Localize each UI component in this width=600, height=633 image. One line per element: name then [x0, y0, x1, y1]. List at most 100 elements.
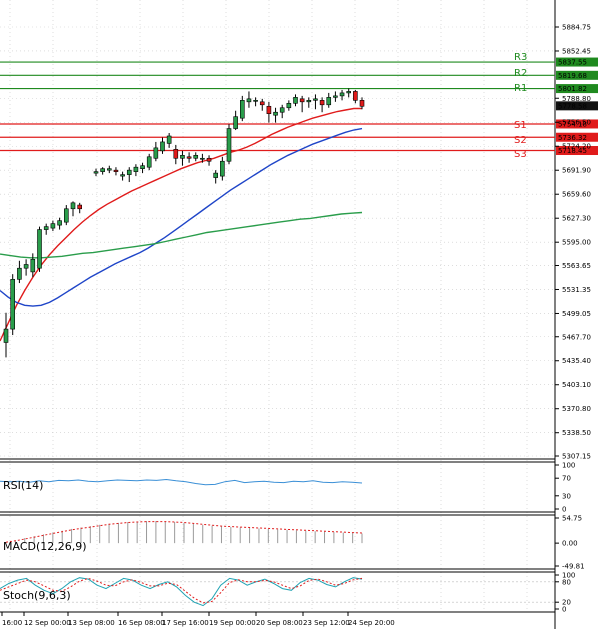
- candle-body: [173, 149, 179, 159]
- candle-body: [50, 223, 56, 229]
- level-price-text: 5801.82: [558, 85, 587, 93]
- level-label-s1: S1: [514, 120, 527, 131]
- level-price-box: [556, 119, 598, 129]
- candle-body: [153, 147, 159, 159]
- level-label-s2: S2: [514, 135, 527, 146]
- candle-body: [306, 100, 312, 103]
- level-price-box: [556, 70, 598, 80]
- stoch-tick-label: 80: [562, 578, 571, 586]
- candle-body: [226, 128, 232, 162]
- price-tick-label: 5435.40: [562, 357, 591, 365]
- price-tick-label: 5307.15: [562, 453, 591, 461]
- level-price-text: 5718.45: [558, 147, 587, 155]
- level-price-box: [556, 84, 598, 94]
- time-tick-label: 23 Sep 12:00: [303, 619, 350, 627]
- level-label-s3: S3: [514, 149, 527, 160]
- candle-body: [279, 107, 285, 113]
- time-tick-label: 13 Sep 08:00: [68, 619, 115, 627]
- candle-body: [326, 97, 332, 106]
- candle-body: [126, 169, 132, 175]
- price-tick-label: 5403.10: [562, 381, 591, 389]
- candle-body: [37, 229, 42, 269]
- rsi-line: [0, 478, 363, 486]
- time-tick-label: 19 Sep 00:00: [209, 619, 256, 627]
- candle-body: [359, 100, 365, 107]
- moving-averages: [0, 107, 363, 342]
- level-label-r1: R1: [514, 83, 527, 94]
- candle-body: [193, 154, 199, 159]
- candle-body: [166, 135, 172, 144]
- price-tick-label: 5788.80: [562, 95, 591, 103]
- stoch-title: Stoch(9,6,3): [3, 589, 71, 602]
- candle-body: [293, 97, 298, 104]
- price-tick-label: 5531.35: [562, 286, 591, 294]
- candle-body: [100, 168, 105, 172]
- level-label-r2: R2: [514, 68, 527, 79]
- candle-body: [213, 172, 218, 178]
- candle-body: [160, 141, 165, 152]
- candle-body: [120, 174, 125, 177]
- candle-body: [113, 169, 119, 172]
- pivot-levels: R3 5837.55 R2 5819.68 R1 5801.82 S1 5754.18 S2 57…: [0, 52, 598, 160]
- price-tick-label: 5467.70: [562, 333, 591, 341]
- time-tick-label: 12 Sep 00:00: [24, 619, 71, 627]
- candle-body: [246, 98, 252, 103]
- time-tick-label: 20 Sep 08:00: [256, 619, 303, 627]
- grid: [0, 0, 555, 612]
- price-tick-label: 5691.90: [562, 167, 591, 175]
- candle-body: [266, 105, 272, 115]
- price-tick-label: 5724.20: [562, 143, 591, 151]
- current-price-text: 5778.58: [558, 102, 587, 110]
- candle-body: [64, 208, 69, 223]
- level-label-r3: R3: [514, 52, 527, 63]
- macd-tick-label: 0.00: [562, 540, 578, 548]
- candle-body: [180, 154, 185, 159]
- macd-signal-line: [5, 521, 363, 543]
- current-price-box: [556, 101, 598, 111]
- price-tick-label: 5499.05: [562, 310, 591, 318]
- stoch-tick-label: 0: [562, 606, 566, 614]
- rsi-panel: 100 70 30 0 RSI(14): [0, 462, 575, 514]
- price-tick-label: 5756.50: [562, 119, 591, 127]
- time-tick-label: 16 Sep 08:00: [118, 619, 165, 627]
- candle-body: [43, 226, 49, 230]
- macd-tick-label: 54.75: [562, 515, 582, 523]
- candle-body: [200, 157, 205, 160]
- candle-body: [140, 165, 145, 169]
- rsi-tick-label: 0: [562, 506, 566, 514]
- candles: [3, 88, 365, 358]
- rsi-tick-label: 100: [562, 462, 575, 470]
- level-price-text: 5819.68: [558, 72, 587, 80]
- candle-body: [313, 98, 318, 101]
- candle-body: [353, 91, 358, 101]
- level-price-box: [556, 57, 598, 67]
- price-tick-label: 5627.30: [562, 215, 591, 223]
- candle-body: [339, 92, 345, 97]
- candle-body: [233, 116, 238, 129]
- price-tick-label: 5884.75: [562, 23, 591, 31]
- price-tick-label: 5852.45: [562, 47, 591, 55]
- macd-panel: 54.75 0.00 -49.81 MACD(12,26,9): [3, 515, 585, 571]
- candle-body: [23, 264, 29, 269]
- stoch-k-line: [0, 577, 363, 607]
- price-tick-label: 5659.60: [562, 191, 591, 199]
- candle-body: [17, 267, 22, 280]
- candle-body: [220, 160, 225, 177]
- level-price-text: 5736.32: [558, 134, 587, 142]
- time-tick-label: 24 Sep 20:00: [348, 619, 395, 627]
- candle-body: [10, 279, 15, 330]
- price-tick-label: 5338.50: [562, 429, 591, 437]
- candle-body: [30, 258, 36, 273]
- macd-tick-label: -49.81: [562, 563, 585, 571]
- level-price-text: 5754.18: [558, 121, 587, 129]
- rsi-tick-label: 70: [562, 475, 571, 483]
- candle-body: [3, 328, 9, 343]
- candle-body: [240, 100, 245, 119]
- time-tick-label: 16:00: [2, 619, 22, 627]
- candle-body: [346, 91, 352, 94]
- candle-body: [333, 95, 338, 98]
- candle-body: [273, 111, 278, 116]
